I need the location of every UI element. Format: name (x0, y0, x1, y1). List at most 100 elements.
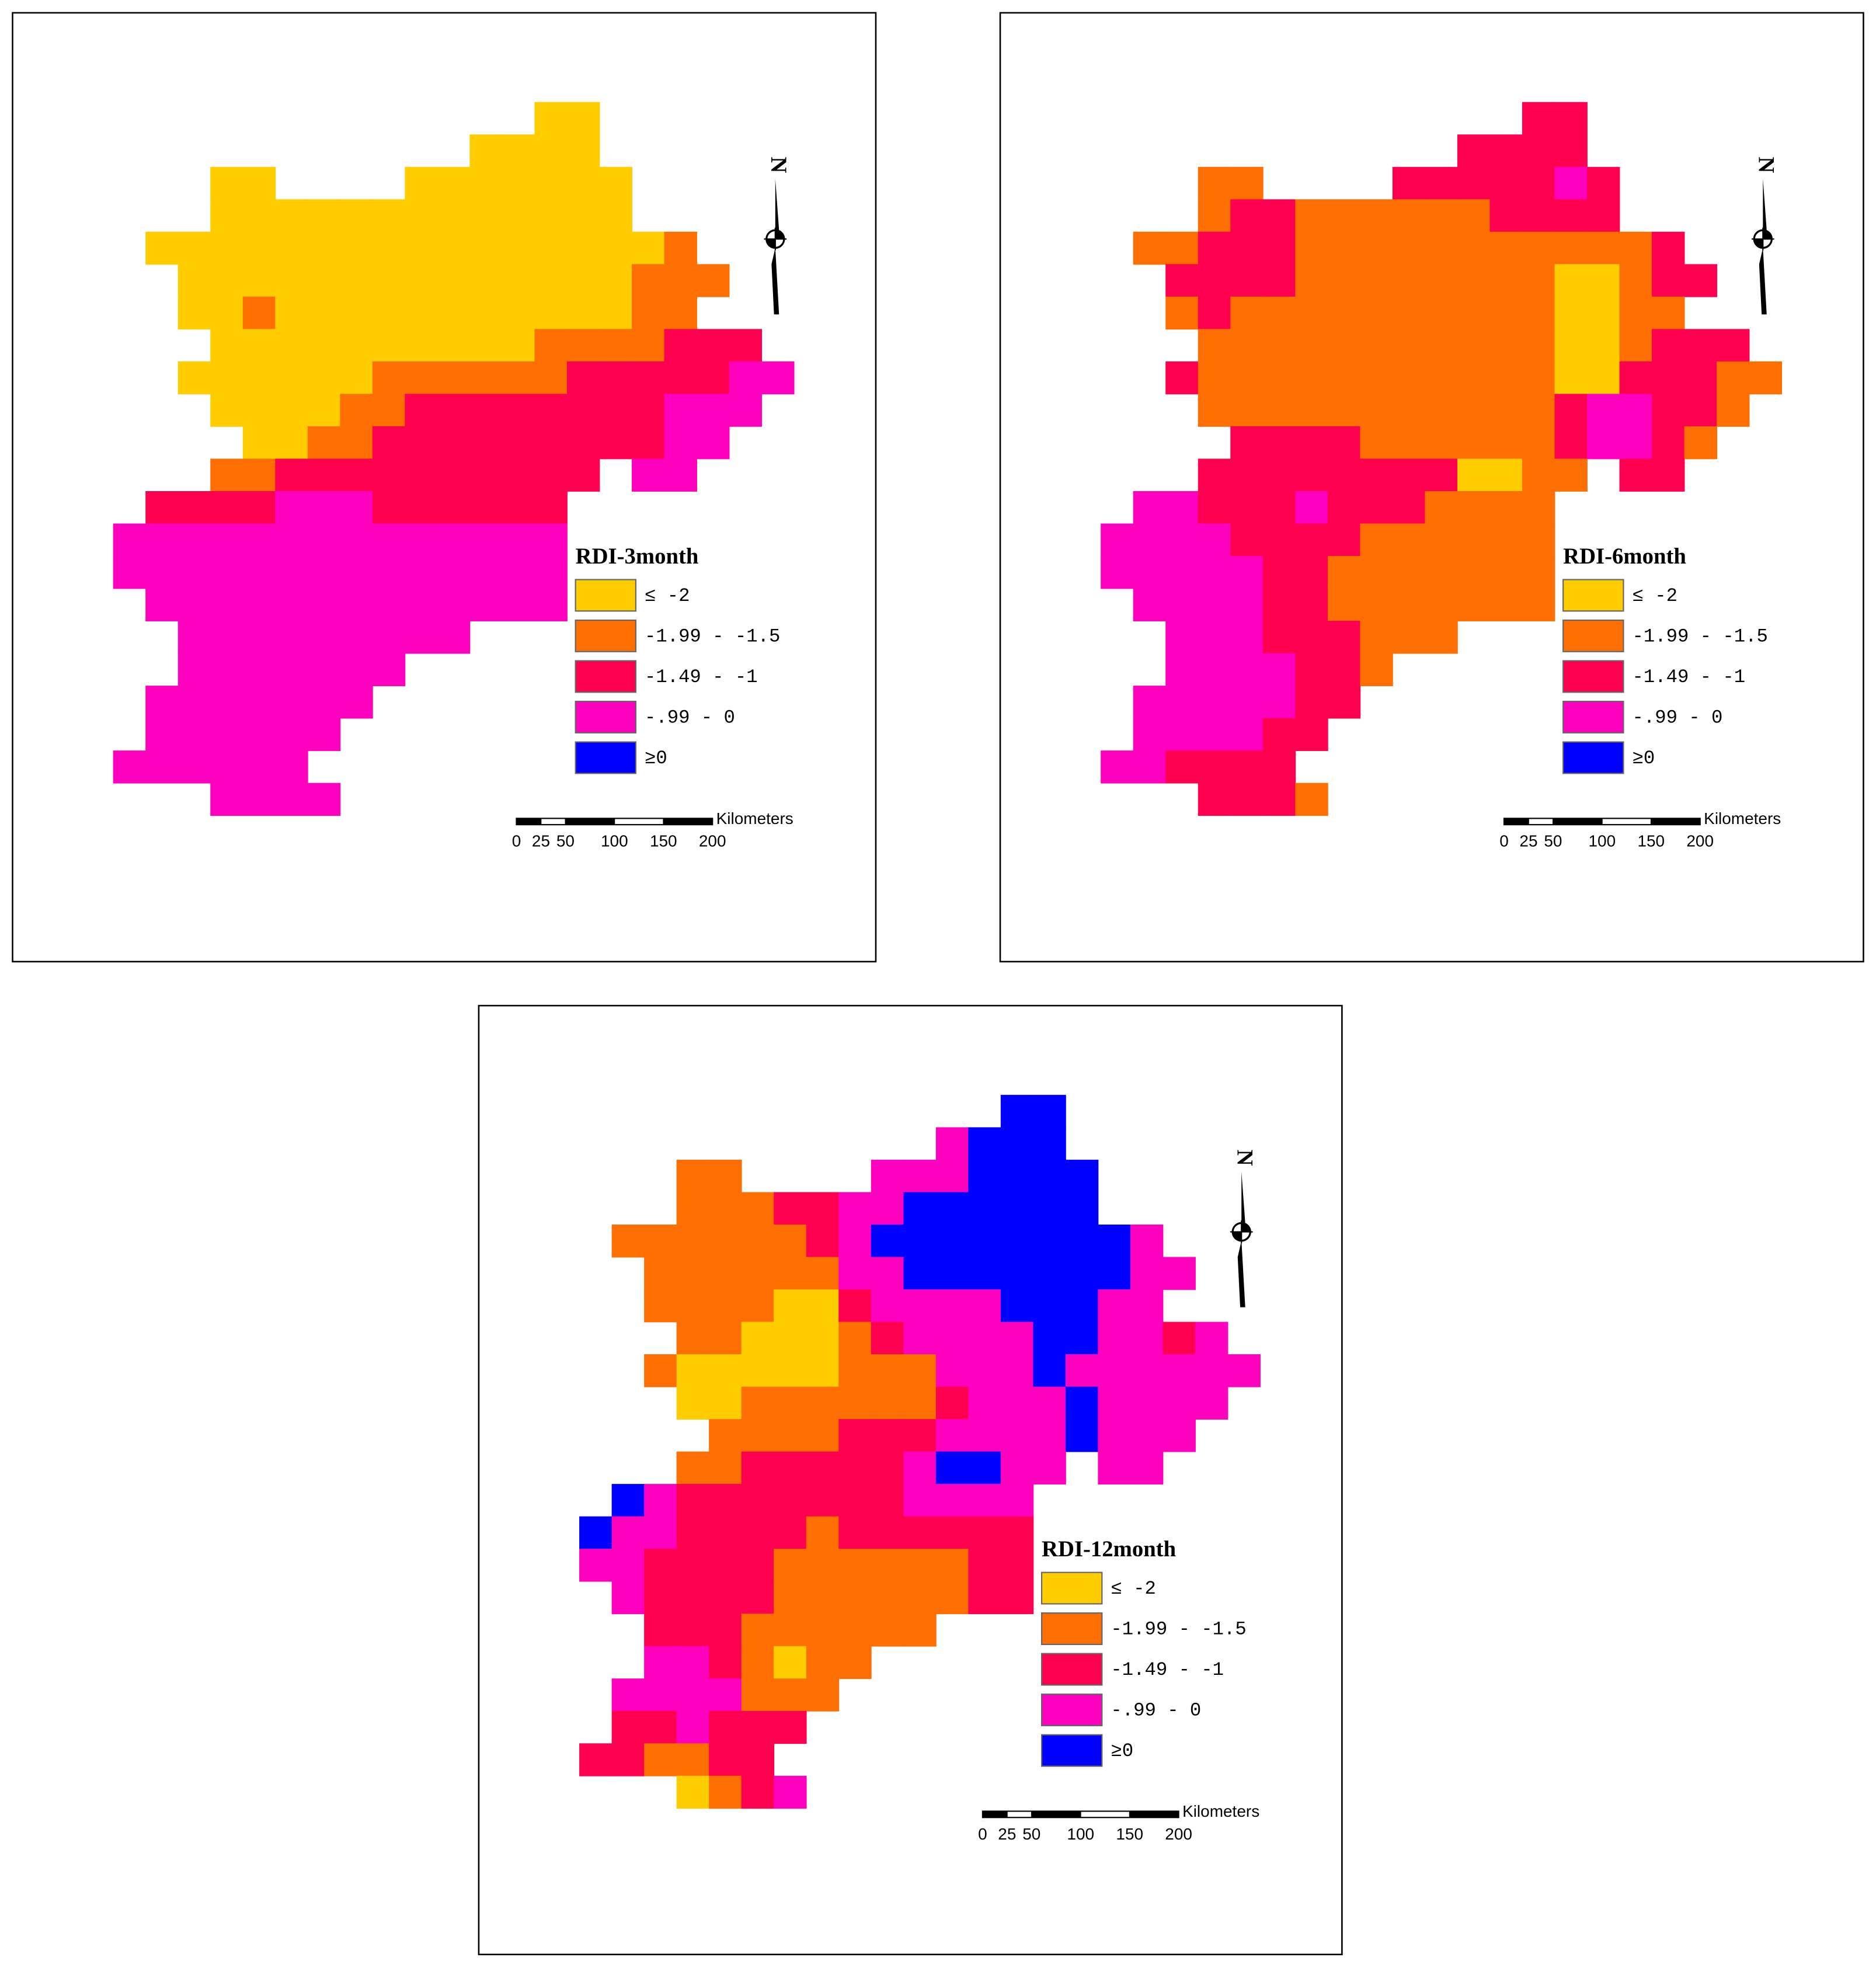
raster-cell (1360, 621, 1393, 654)
map-panel: RDI-12month ≤ -2 -1.99 - -1.5 -1.49 - -1 -.9… (478, 1004, 1343, 1956)
raster-cell (1033, 1419, 1066, 1452)
raster-cell (405, 426, 438, 460)
raster-cell (242, 329, 276, 362)
legend-title: RDI-12month (1042, 1536, 1176, 1562)
raster-cell (340, 588, 373, 621)
raster-cell (340, 264, 373, 297)
raster-cell (1295, 458, 1328, 492)
raster-cell (1133, 556, 1167, 589)
raster-cell (1425, 523, 1458, 557)
raster-cell (340, 361, 373, 395)
raster-cell (1165, 491, 1199, 524)
raster-cell (340, 394, 373, 427)
raster-cell (838, 1451, 872, 1484)
raster-cell (741, 1322, 775, 1355)
raster-cell (1098, 1257, 1131, 1290)
scale-tick-label: 150 (1637, 832, 1665, 850)
raster-cell (1425, 329, 1458, 362)
raster-cell (903, 1224, 937, 1258)
raster-cell (1065, 1224, 1099, 1258)
raster-cell (1230, 653, 1264, 686)
raster-cell (242, 264, 276, 297)
legend-label: -.99 - 0 (1633, 707, 1723, 729)
raster-cell (1392, 621, 1426, 654)
raster-cell (567, 231, 600, 265)
raster-cell (871, 1289, 904, 1323)
raster-cell (838, 1516, 872, 1550)
raster-cell (871, 1354, 904, 1388)
raster-cell (534, 134, 568, 168)
raster-cell (242, 394, 276, 427)
raster-cell (968, 1224, 1001, 1258)
raster-cell (632, 296, 665, 330)
raster-cell (1587, 231, 1620, 265)
raster-cell (871, 1581, 904, 1615)
raster-cell (1133, 588, 1167, 621)
raster-cell (968, 1549, 1001, 1582)
raster-cell (838, 1581, 872, 1615)
raster-cell (1652, 361, 1685, 395)
raster-cell (275, 556, 308, 589)
raster-cell (1522, 523, 1555, 557)
raster-cell (871, 1322, 904, 1355)
raster-cell (709, 1775, 742, 1809)
raster-cell (838, 1549, 872, 1582)
raster-cell (741, 1614, 775, 1647)
raster-cell (1457, 588, 1491, 621)
raster-cell (1717, 361, 1750, 395)
raster-cell (1489, 264, 1523, 297)
scale-segment (1031, 1811, 1081, 1818)
raster-cell (275, 588, 308, 621)
raster-cell (469, 296, 503, 330)
raster-cell (210, 491, 243, 524)
raster-cell (1000, 1419, 1034, 1452)
raster-cell (534, 361, 568, 395)
raster-cell (709, 1354, 742, 1388)
raster-cell (1684, 361, 1717, 395)
raster-cell (709, 1646, 742, 1680)
raster-cell (903, 1581, 937, 1615)
raster-cell (1198, 783, 1231, 816)
raster-cell (1198, 329, 1231, 362)
raster-cell (1262, 231, 1296, 265)
raster-cell (741, 1743, 775, 1776)
raster-cell (935, 1549, 969, 1582)
raster-cell (469, 523, 503, 557)
raster-cell (838, 1646, 872, 1680)
raster-cell (1033, 1159, 1066, 1193)
raster-cell (469, 199, 503, 232)
raster-cell (469, 361, 503, 395)
raster-cell (1619, 296, 1652, 330)
raster-cell (1101, 750, 1134, 784)
raster-cell (1554, 264, 1588, 297)
raster-cell (1230, 231, 1264, 265)
raster-cell (1262, 783, 1296, 816)
raster-cell (372, 621, 406, 654)
raster-cell (968, 1192, 1001, 1225)
raster-cell (437, 458, 471, 492)
raster-cell (676, 1775, 710, 1809)
raster-cell (502, 231, 535, 265)
legend-label: -.99 - 0 (1111, 1700, 1201, 1722)
raster-cell (774, 1516, 807, 1550)
raster-cell (632, 394, 665, 427)
raster-cell (1327, 329, 1361, 362)
raster-cell (729, 361, 762, 395)
raster-cell (741, 1354, 775, 1388)
raster-cell (1163, 1257, 1196, 1290)
raster-cell (1554, 458, 1588, 492)
raster-cell (1554, 231, 1588, 265)
raster-cell (275, 653, 308, 686)
raster-cell (1360, 653, 1393, 686)
raster-cell (806, 1614, 840, 1647)
raster-cell (1327, 621, 1361, 654)
raster-cell (1619, 394, 1652, 427)
raster-cell (1033, 1094, 1066, 1128)
raster-cell (968, 1516, 1001, 1550)
raster-cell (1554, 361, 1588, 395)
raster-cell (806, 1386, 840, 1420)
raster-cell (307, 588, 341, 621)
raster-cell (774, 1451, 807, 1484)
raster-cell (644, 1549, 677, 1582)
raster-cell (676, 1678, 710, 1712)
